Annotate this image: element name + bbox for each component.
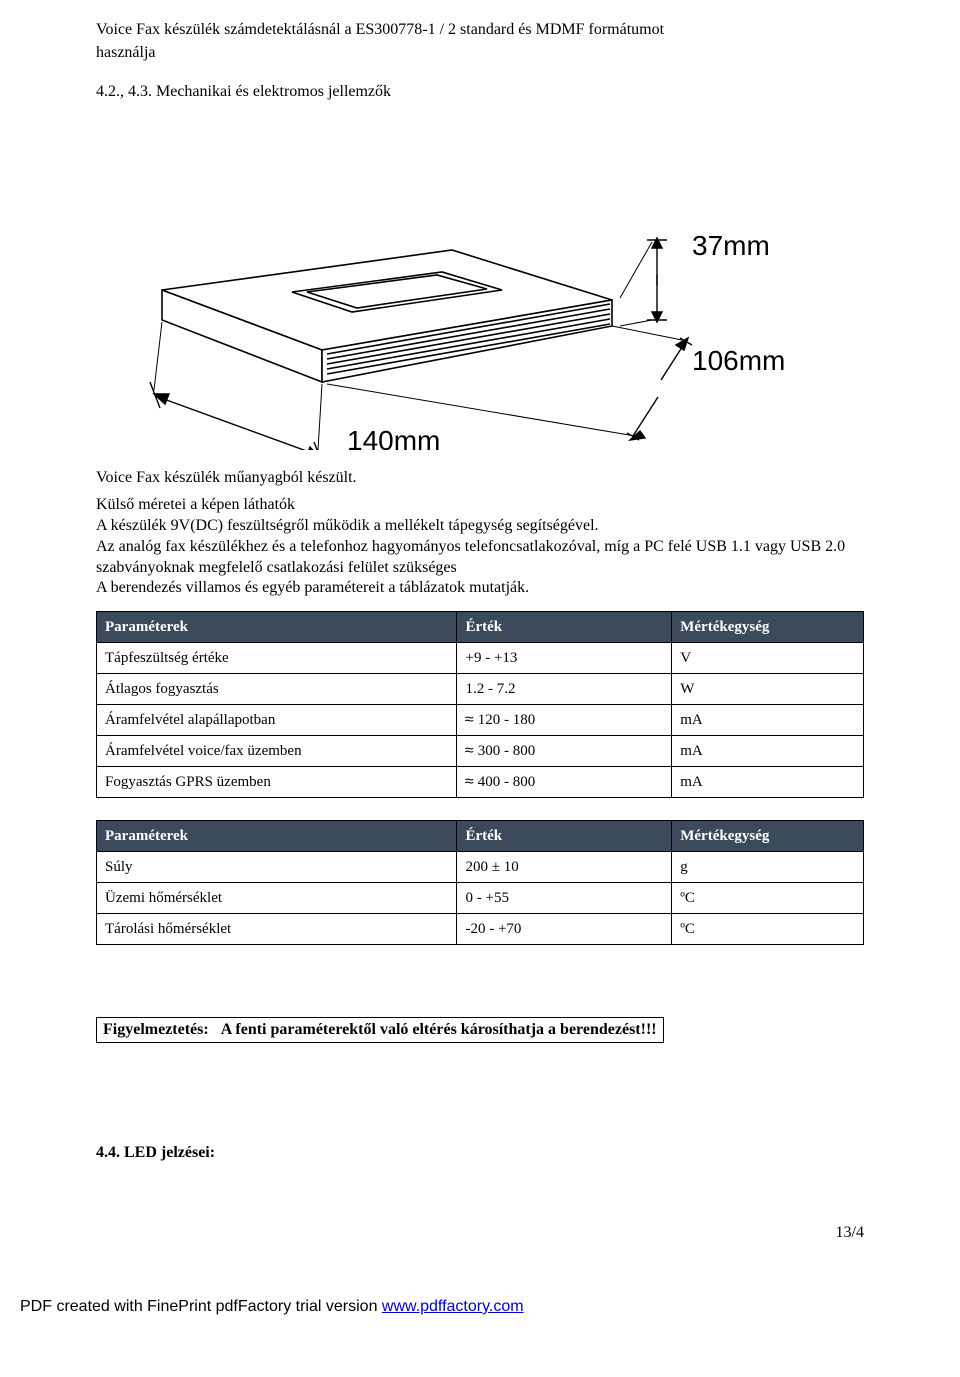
electrical-parameters-table: Paraméterek Érték Mértékegység Tápfeszül… <box>96 611 864 798</box>
device-dimension-diagram: 37mm 106mm <box>92 120 864 450</box>
footer-prefix: PDF created with FinePrint pdfFactory tr… <box>20 1298 382 1315</box>
value-cell: ≈400 - 800 <box>457 767 672 798</box>
pdf-footer: PDF created with FinePrint pdfFactory tr… <box>0 1298 960 1316</box>
dim-width-label: 140mm <box>347 425 440 450</box>
table1-header-unit: Mértékegység <box>672 612 864 643</box>
unit-cell: g <box>672 852 864 883</box>
table-row: Súly200 ± 10g <box>97 852 864 883</box>
unit-cell: mA <box>672 736 864 767</box>
table-row: Átlagos fogyasztás1.2 - 7.2W <box>97 674 864 705</box>
param-cell: Súly <box>97 852 457 883</box>
value-cell: 200 ± 10 <box>457 852 672 883</box>
table-row: Fogyasztás GPRS üzemben≈400 - 800mA <box>97 767 864 798</box>
value-cell: ≈120 - 180 <box>457 705 672 736</box>
value-cell: 1.2 - 7.2 <box>457 674 672 705</box>
table-row: Áramfelvétel alapállapotban≈120 - 180mA <box>97 705 864 736</box>
unit-cell: mA <box>672 705 864 736</box>
document-page: Voice Fax készülék számdetektálásnál a E… <box>0 0 960 1288</box>
unit-cell: W <box>672 674 864 705</box>
param-cell: Üzemi hőmérséklet <box>97 883 457 914</box>
table1-header-param: Paraméterek <box>97 612 457 643</box>
param-cell: Áramfelvétel voice/fax üzemben <box>97 736 457 767</box>
value-cell: +9 - +13 <box>457 643 672 674</box>
footer-link[interactable]: www.pdffactory.com <box>382 1298 524 1315</box>
table2-header-param: Paraméterek <box>97 821 457 852</box>
value-cell: 0 - +55 <box>457 883 672 914</box>
warning-text-content: A fenti paraméterektől való eltérés káro… <box>221 1021 657 1038</box>
intro-line2: használja <box>96 43 864 64</box>
table2-header-unit: Mértékegység <box>672 821 864 852</box>
warning-text <box>213 1021 221 1038</box>
value-cell: -20 - +70 <box>457 914 672 945</box>
unit-cell: ºC <box>672 883 864 914</box>
warning-box: Figyelmeztetés: A fenti paraméterektől v… <box>96 1017 664 1043</box>
param-cell: Tápfeszültség értéke <box>97 643 457 674</box>
page-number: 13/4 <box>96 1224 864 1242</box>
param-cell: Átlagos fogyasztás <box>97 674 457 705</box>
material-text: Voice Fax készülék műanyagból készült. <box>96 468 864 489</box>
unit-cell: mA <box>672 767 864 798</box>
value-cell: ≈300 - 800 <box>457 736 672 767</box>
table-row: Tápfeszültség értéke+9 - +13V <box>97 643 864 674</box>
description-block: Külső méretei a képen láthatókA készülék… <box>96 495 864 599</box>
param-cell: Áramfelvétel alapállapotban <box>97 705 457 736</box>
physical-parameters-table: Paraméterek Érték Mértékegység Súly200 ±… <box>96 820 864 945</box>
table1-header-value: Érték <box>457 612 672 643</box>
param-cell: Fogyasztás GPRS üzemben <box>97 767 457 798</box>
dim-height-label: 37mm <box>692 230 770 261</box>
unit-cell: V <box>672 643 864 674</box>
section-heading-4-4: 4.4. LED jelzései: <box>96 1143 864 1164</box>
dim-depth-label: 106mm <box>692 345 785 376</box>
table-row: Áramfelvétel voice/fax üzemben≈300 - 800… <box>97 736 864 767</box>
unit-cell: ºC <box>672 914 864 945</box>
table-row: Tárolási hőmérséklet-20 - +70ºC <box>97 914 864 945</box>
intro-line1: Voice Fax készülék számdetektálásnál a E… <box>96 20 864 41</box>
param-cell: Tárolási hőmérséklet <box>97 914 457 945</box>
warning-label: Figyelmeztetés: <box>103 1021 209 1038</box>
table2-header-value: Érték <box>457 821 672 852</box>
table-row: Üzemi hőmérséklet0 - +55ºC <box>97 883 864 914</box>
section-heading-4-2-4-3: 4.2., 4.3. Mechanikai és elektromos jell… <box>96 82 864 103</box>
